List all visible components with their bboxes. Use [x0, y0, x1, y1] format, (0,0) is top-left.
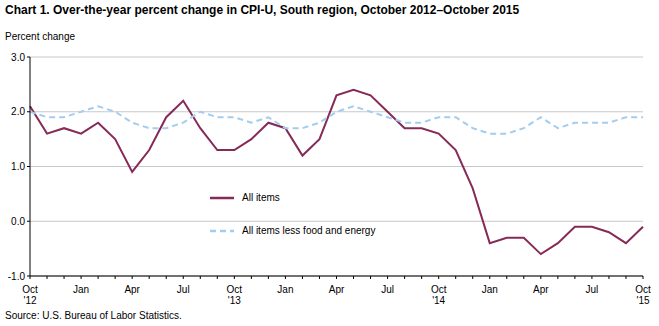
- svg-text:Oct'14: Oct'14: [431, 284, 447, 306]
- svg-text:1.0: 1.0: [11, 161, 25, 172]
- svg-text:-1.0: -1.0: [8, 271, 25, 282]
- svg-text:Jan: Jan: [73, 284, 89, 295]
- svg-text:Oct'13: Oct'13: [227, 284, 243, 306]
- html-text:All items less food and energy: All items less food and energy: [242, 225, 376, 236]
- svg-text:Jul: Jul: [586, 284, 599, 295]
- html-text:All items: All items: [242, 192, 280, 203]
- svg-text:3.0: 3.0: [11, 52, 25, 63]
- svg-text:0.0: 0.0: [11, 216, 25, 227]
- svg-text:2.0: 2.0: [11, 106, 25, 117]
- svg-text:Jan: Jan: [277, 284, 293, 295]
- svg-text:Jul: Jul: [381, 284, 394, 295]
- svg-text:Apr: Apr: [329, 284, 345, 295]
- html-text:Source: U.S. Bureau of Labor S: Source: U.S. Bureau of Labor Statistics.: [5, 310, 182, 321]
- html-text:Percent change: Percent change: [5, 31, 76, 42]
- svg-text:Jul: Jul: [177, 284, 190, 295]
- svg-text:Jan: Jan: [482, 284, 498, 295]
- svg-text:Oct'12: Oct'12: [22, 284, 38, 306]
- svg-text:Oct'15: Oct'15: [635, 284, 651, 306]
- svg-text:Apr: Apr: [124, 284, 140, 295]
- svg-text:Apr: Apr: [533, 284, 549, 295]
- html-text:Chart 1. Over-the-year percent: Chart 1. Over-the-year percent change in…: [5, 3, 520, 17]
